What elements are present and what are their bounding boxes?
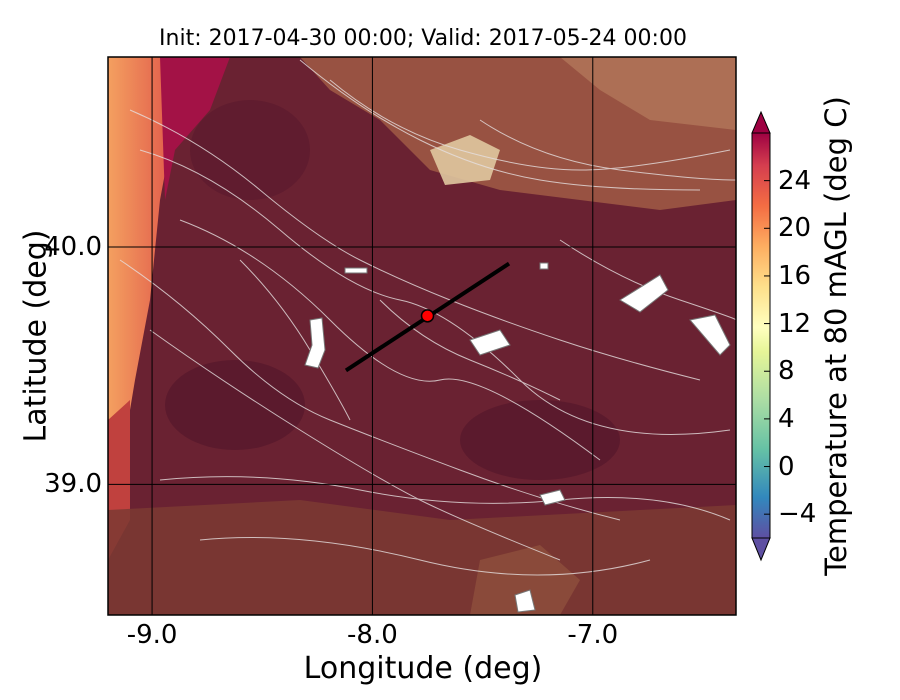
x-axis-label: Longitude (deg) (303, 651, 543, 686)
cross-section (344, 261, 511, 373)
x-tick-label: -9.0 (126, 620, 178, 650)
colorbar-bottom-extend (751, 537, 771, 562)
colorbar-top-extend (751, 110, 771, 134)
colorbar-tick-label: 24 (778, 165, 812, 196)
colorbar-tick-label: −4 (778, 499, 817, 530)
x-tick-label: -7.0 (567, 620, 619, 650)
graticule (108, 57, 736, 615)
colorbar-tick-label: 16 (778, 260, 812, 291)
location-marker (420, 309, 435, 323)
colorbar-tick-label: 4 (778, 403, 795, 434)
chart-title: Init: 2017-04-30 00:00; Valid: 2017-05-2… (159, 26, 687, 51)
colorbar-tick-label: 12 (778, 308, 812, 339)
y-tick-label: 39.0 (44, 469, 102, 500)
colorbar-tick-label: 8 (778, 356, 795, 387)
x-tick-label: -8.0 (347, 620, 398, 650)
y-tick-label: 40.0 (44, 231, 102, 262)
colorbar-tick-label: 20 (778, 213, 812, 244)
colorbar-label: Temperature at 80 mAGL (deg C) (819, 96, 853, 576)
colorbar (751, 110, 771, 562)
map-frame (107, 56, 737, 616)
temperature-field (108, 57, 736, 615)
colorbar-tick-label: 0 (778, 451, 795, 482)
